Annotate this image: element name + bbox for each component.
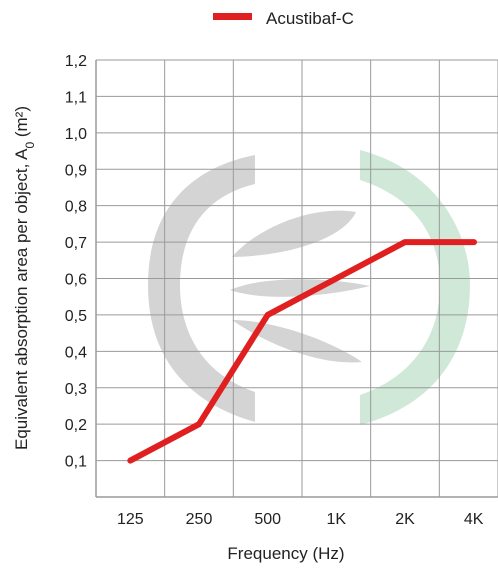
watermark-logo — [148, 150, 470, 425]
y-tick-label: 0,5 — [65, 308, 87, 325]
y-tick-label: 0,1 — [65, 454, 87, 471]
x-tick-label: 1K — [327, 511, 347, 528]
grid — [95, 59, 498, 498]
y-axis-label-subscript: 0 — [23, 142, 37, 149]
y-tick-label: 0,6 — [65, 272, 87, 289]
y-axis-label: Equivalent absorption area per object, A… — [12, 106, 37, 450]
series-layer — [127, 239, 477, 464]
y-tick-label: 0,9 — [65, 162, 87, 179]
watermark-leaf-middle — [230, 279, 370, 297]
legend: Acustibaf-C — [213, 9, 354, 28]
y-tick-label: 1,2 — [65, 53, 87, 70]
x-tick-label: 2K — [395, 511, 415, 528]
x-tick-label: 500 — [254, 511, 281, 528]
watermark-leaf-bottom — [232, 320, 362, 363]
x-axis-ticks: 125 250 500 1K 2K 4K — [117, 511, 484, 528]
legend-swatch — [213, 13, 252, 20]
x-tick-label: 4K — [464, 511, 484, 528]
y-tick-label: 0,7 — [65, 235, 87, 252]
y-axis-label-main: Equivalent absorption area per object, A — [12, 148, 31, 450]
y-tick-label: 0,8 — [65, 199, 87, 216]
watermark-left-arc — [148, 155, 255, 422]
y-tick-label: 0,3 — [65, 381, 87, 398]
x-tick-label: 250 — [186, 511, 213, 528]
y-tick-label: 1,0 — [65, 126, 87, 143]
series-line — [127, 239, 477, 464]
y-axis-label-unit: (m²) — [12, 106, 31, 142]
x-axis-label: Frequency (Hz) — [227, 544, 344, 563]
y-tick-label: 0,2 — [65, 417, 87, 434]
y-tick-label: 0,4 — [65, 344, 87, 361]
y-tick-label: 1,1 — [65, 89, 87, 106]
y-axis-ticks: 0,1 0,2 0,3 0,4 0,5 0,6 0,7 0,8 0,9 1,0 1,1 1,2 — [65, 53, 87, 471]
watermark-leaf-top — [232, 210, 356, 257]
legend-label: Acustibaf-C — [266, 9, 354, 28]
watermark-right-arc — [360, 150, 470, 425]
x-tick-label: 125 — [117, 511, 144, 528]
